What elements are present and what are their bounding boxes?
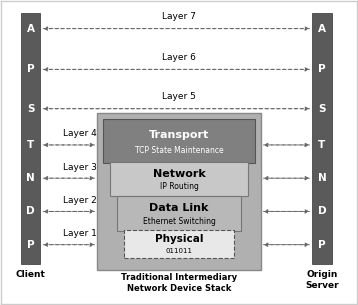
Text: Layer 2: Layer 2 (63, 196, 96, 205)
Bar (103, 119, 255, 163)
Text: Ethernet Switching: Ethernet Switching (142, 217, 216, 226)
Bar (21, 13, 40, 264)
Text: TCP State Maintenance: TCP State Maintenance (135, 146, 223, 155)
Text: P: P (318, 64, 326, 74)
Text: Physical: Physical (155, 234, 203, 244)
Text: N: N (318, 173, 326, 183)
Text: Layer 7: Layer 7 (162, 12, 196, 21)
Text: Layer 4: Layer 4 (63, 129, 96, 138)
Text: Transport: Transport (149, 131, 209, 141)
Text: A: A (318, 23, 326, 34)
Text: D: D (26, 206, 35, 217)
Text: Origin
Server: Origin Server (305, 270, 339, 290)
Text: P: P (318, 240, 326, 250)
Text: Layer 5: Layer 5 (162, 92, 196, 101)
Text: N: N (26, 173, 35, 183)
Text: P: P (27, 64, 34, 74)
Text: Data Link: Data Link (149, 203, 209, 213)
Text: S: S (27, 104, 34, 114)
Text: T: T (318, 140, 326, 150)
Text: S: S (318, 104, 326, 114)
Text: Layer 3: Layer 3 (63, 163, 96, 171)
Bar (110, 162, 248, 196)
Text: P: P (27, 240, 34, 250)
Text: Client: Client (16, 270, 45, 279)
Text: Traditional Intermediary
Network Device Stack: Traditional Intermediary Network Device … (121, 273, 237, 293)
Text: Network: Network (153, 169, 205, 179)
Text: 011011: 011011 (165, 248, 193, 254)
Text: A: A (27, 23, 35, 34)
Bar (97, 113, 261, 270)
Text: T: T (27, 140, 34, 150)
Text: Layer 1: Layer 1 (63, 229, 96, 238)
Text: IP Routing: IP Routing (160, 182, 198, 191)
Bar (124, 230, 234, 258)
Text: Layer 6: Layer 6 (162, 53, 196, 62)
Text: D: D (318, 206, 326, 217)
Bar (117, 196, 241, 231)
Bar (312, 13, 332, 264)
